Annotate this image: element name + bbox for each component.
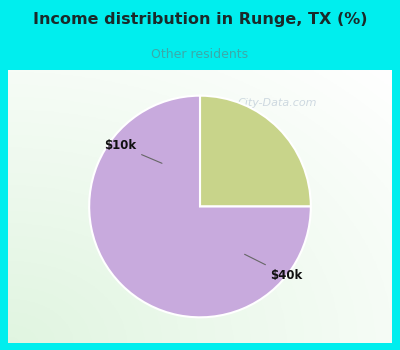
Text: Income distribution in Runge, TX (%): Income distribution in Runge, TX (%) xyxy=(33,12,367,27)
Text: Other residents: Other residents xyxy=(152,48,248,61)
Wedge shape xyxy=(200,96,311,206)
Wedge shape xyxy=(89,96,311,317)
Text: $10k: $10k xyxy=(104,139,162,163)
Text: City-Data.com: City-Data.com xyxy=(237,98,316,108)
Text: $40k: $40k xyxy=(244,254,302,282)
